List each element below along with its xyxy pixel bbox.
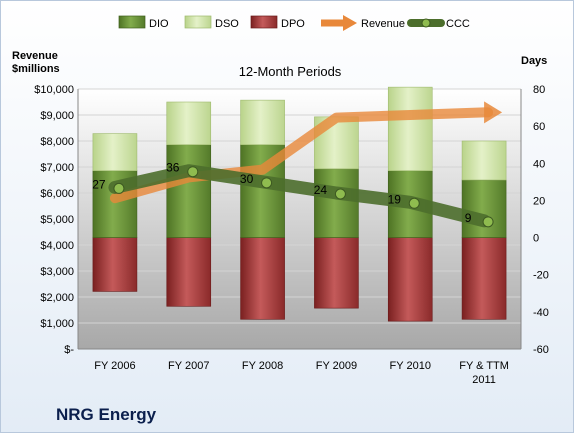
legend-swatch-dso <box>184 15 212 29</box>
left-tick-label: $9,000 <box>40 110 74 122</box>
left-tick-label: $1,000 <box>40 318 74 330</box>
bar-dpo <box>314 237 359 309</box>
revenue-series <box>109 101 503 204</box>
ccc-line <box>108 164 491 228</box>
revenue-arrowhead <box>484 101 503 124</box>
left-tick-label: $2,000 <box>40 292 74 304</box>
ccc-data-label: 24 <box>314 183 328 197</box>
right-axis-label: Days <box>521 55 547 67</box>
ccc-series: 27 36 30 24 19 9 <box>92 161 494 228</box>
bar-dpo <box>461 237 507 320</box>
bar-dso <box>166 101 212 146</box>
right-tick-label: -60 <box>533 344 549 356</box>
right-tick-label: 40 <box>533 158 545 170</box>
ccc-data-label: 19 <box>388 192 402 206</box>
x-tick-label: FY 2010 <box>390 360 431 372</box>
legend-swatch-ccc-marker <box>421 18 431 28</box>
bar-dpo <box>387 237 433 322</box>
ccc-marker <box>408 197 420 209</box>
right-tick-label: -20 <box>533 270 549 282</box>
bar-dso <box>92 133 138 172</box>
left-axis-label-line1: Revenue <box>12 50 58 62</box>
bar-dio <box>166 144 212 238</box>
x-tick-label: FY 2008 <box>242 360 283 372</box>
bar-dpo <box>92 237 138 292</box>
legend-swatch-revenue-head <box>343 15 357 31</box>
bar-dio <box>314 168 359 238</box>
x-tick-label: FY 2009 <box>316 360 357 372</box>
ccc-data-label: 30 <box>240 172 254 186</box>
ccc-data-label: 9 <box>465 211 472 225</box>
left-tick-label: $3,000 <box>40 266 74 278</box>
left-tick-label: $10,000 <box>34 84 74 96</box>
legend: DIO DSO DPO Revenue CCC <box>118 15 470 31</box>
company-name: NRG Energy <box>56 405 157 424</box>
ccc-marker <box>261 177 273 189</box>
legend-swatch-dpo <box>250 15 278 29</box>
left-tick-label: $7,000 <box>40 162 74 174</box>
ccc-data-label: 36 <box>166 161 180 175</box>
right-tick-label: 20 <box>533 195 545 207</box>
legend-label-dpo: DPO <box>281 18 305 30</box>
left-axis-label-line2: $millions <box>12 63 60 75</box>
legend-label-revenue: Revenue <box>361 18 405 30</box>
ccc-marker <box>113 182 125 194</box>
legend-label-dso: DSO <box>215 18 239 30</box>
left-tick-label: $4,000 <box>40 240 74 252</box>
chart-title: 12-Month Periods <box>239 64 342 79</box>
bar-dpo <box>240 237 285 320</box>
right-tick-label: 80 <box>533 84 545 96</box>
bar-dpo <box>166 237 212 307</box>
x-tick-label-line2: 2011 <box>472 374 496 386</box>
right-tick-label: 0 <box>533 233 539 245</box>
right-tick-label: 60 <box>533 121 545 133</box>
left-tick-label: $8,000 <box>40 136 74 148</box>
bar-dio <box>461 179 507 238</box>
left-axis: $- $1,000 $2,000 $3,000 $4,000 $5,000 $6,000 $7… <box>34 84 79 356</box>
ccc-marker <box>482 216 494 228</box>
legend-swatch-dio <box>118 15 146 29</box>
x-tick-label: FY 2007 <box>168 360 209 372</box>
right-axis: -60 -40 -20 0 20 40 60 80 <box>520 84 549 356</box>
ccc-data-label: 27 <box>92 177 106 191</box>
bar-dso <box>240 99 285 146</box>
ccc-marker <box>334 188 346 200</box>
left-tick-label: $- <box>64 344 74 356</box>
right-tick-label: -40 <box>533 307 549 319</box>
x-tick-label: FY & TTM <box>459 360 509 372</box>
bar-series <box>92 86 507 322</box>
legend-label-ccc: CCC <box>446 18 470 30</box>
x-tick-label: FY 2006 <box>94 360 135 372</box>
x-axis: FY 2006 FY 2007 FY 2008 FY 2009 FY 2010 FY & … <box>78 348 521 386</box>
legend-label-dio: DIO <box>149 18 169 30</box>
bar-dso <box>387 86 433 172</box>
ccc-marker <box>187 166 199 178</box>
left-tick-label: $6,000 <box>40 188 74 200</box>
bar-dso <box>461 140 507 181</box>
left-tick-label: $5,000 <box>40 214 74 226</box>
